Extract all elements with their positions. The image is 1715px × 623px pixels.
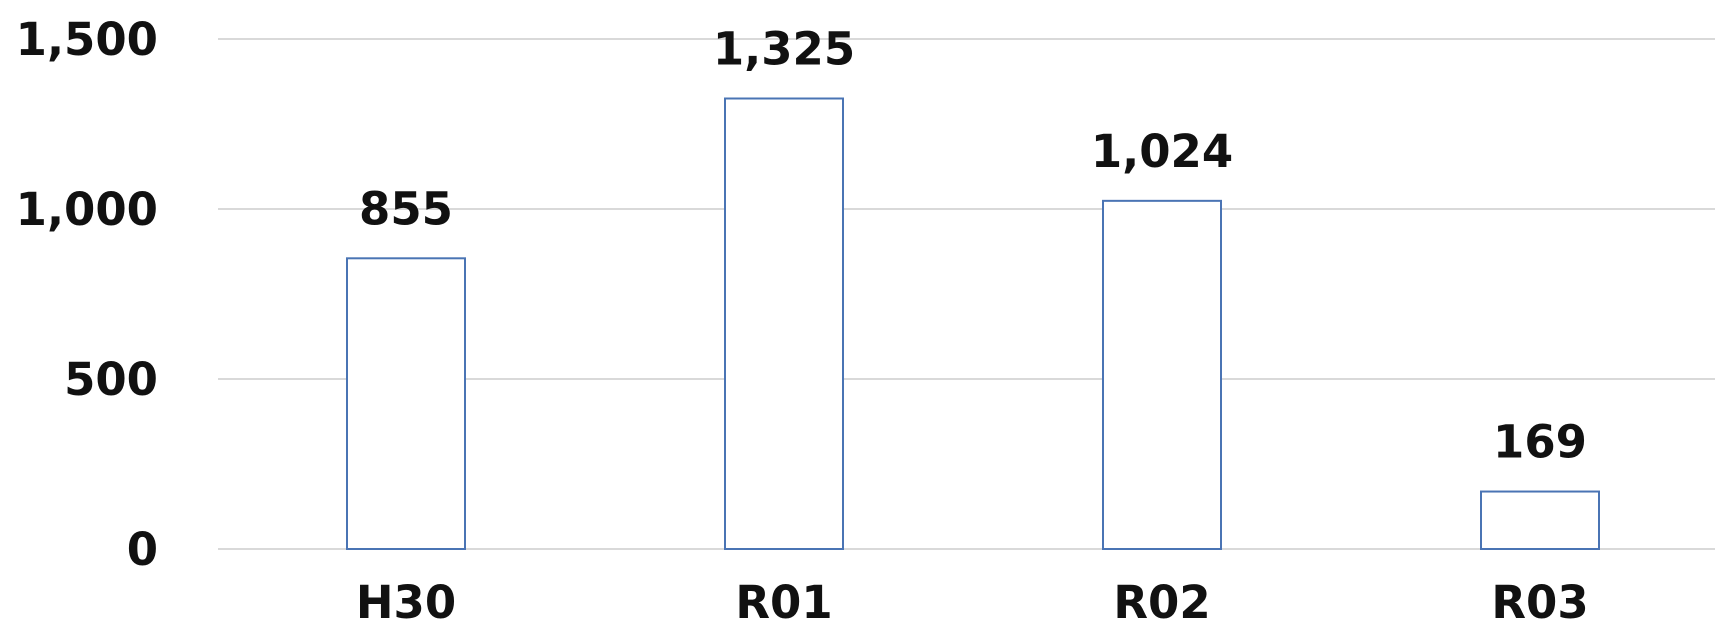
data-labels: 855 1,325 1,024 169	[359, 23, 1587, 469]
bar	[1102, 199, 1222, 550]
x-tick-label: R02	[1113, 576, 1210, 623]
bar	[346, 257, 466, 550]
y-tick-label: 500	[64, 353, 158, 406]
x-tick-label: R03	[1491, 576, 1588, 623]
y-axis-tick-labels: 0 500 1,000 1,500	[16, 13, 158, 576]
gridlines	[218, 38, 1715, 550]
x-tick-label: H30	[356, 576, 456, 623]
bars	[346, 97, 1600, 551]
y-tick-label: 1,000	[16, 183, 158, 236]
data-label: 1,325	[713, 23, 855, 76]
x-axis-tick-labels: H30 R01 R02 R03	[356, 576, 1589, 623]
y-tick-label: 0	[127, 523, 158, 576]
data-label: 169	[1493, 416, 1587, 469]
y-tick-label: 1,500	[16, 13, 158, 66]
data-label: 1,024	[1091, 125, 1233, 178]
bar	[724, 97, 844, 550]
data-label: 855	[359, 182, 453, 235]
x-tick-label: R01	[735, 576, 832, 623]
bar	[1480, 490, 1600, 551]
